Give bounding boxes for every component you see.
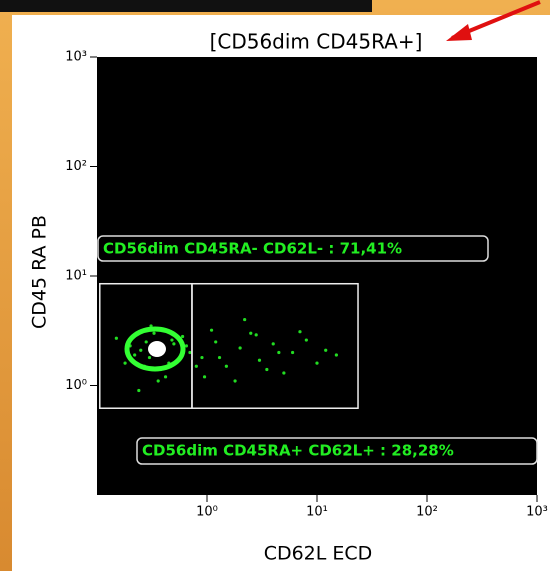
point	[224, 364, 228, 368]
x-tick-label: 10³	[526, 505, 548, 520]
point	[152, 331, 156, 335]
point	[334, 353, 338, 357]
chart-title: [CD56dim CD45RA+]	[210, 30, 423, 54]
point	[277, 350, 281, 355]
y-tick-label: 10²	[65, 159, 87, 174]
point	[298, 330, 302, 334]
point	[144, 340, 148, 344]
x-tick-label: 10⁰	[196, 505, 218, 520]
point	[315, 361, 319, 365]
point	[324, 348, 328, 352]
point	[156, 379, 160, 383]
contour	[124, 326, 186, 372]
plot-layer: 10⁰ 10¹ 10² 10³ 10⁰ 10¹ 10² 10³	[65, 50, 548, 520]
y-axis-label: CD45 RA PB	[29, 215, 51, 329]
x-axis-label: CD62L ECD	[264, 543, 373, 565]
point	[133, 353, 137, 357]
point	[304, 338, 308, 342]
y-tick-label: 10¹	[65, 269, 87, 284]
point	[217, 355, 222, 360]
point	[249, 331, 253, 335]
contour-core	[148, 341, 166, 357]
point	[282, 371, 286, 375]
point	[172, 342, 176, 346]
point	[147, 355, 152, 360]
point	[238, 346, 242, 350]
gate-label: CD56dim CD45RA- CD62L- : 71,41%	[103, 240, 402, 258]
point	[188, 350, 192, 355]
point	[254, 333, 258, 337]
gate	[191, 282, 359, 409]
plot-area	[97, 57, 537, 495]
gate-label-box	[136, 437, 538, 465]
point	[170, 338, 174, 342]
point	[271, 342, 275, 346]
point	[139, 348, 143, 352]
y-tick-label: 10⁰	[65, 378, 87, 393]
point	[137, 388, 141, 393]
arrow-head	[446, 24, 472, 41]
point	[200, 355, 204, 360]
point	[163, 375, 168, 379]
point	[265, 367, 269, 372]
point	[290, 350, 295, 355]
point	[243, 317, 247, 322]
x-tick-label: 10²	[416, 505, 438, 520]
point	[114, 336, 118, 340]
point	[257, 358, 262, 362]
x-tick-label: 10¹	[306, 505, 328, 520]
point	[214, 340, 218, 344]
gate-label-box	[97, 235, 489, 262]
y-tick-label: 10³	[65, 50, 87, 65]
point	[202, 375, 207, 379]
point	[123, 361, 127, 365]
point	[233, 379, 237, 383]
point	[184, 344, 189, 348]
point	[194, 364, 198, 368]
top-bar	[0, 0, 372, 12]
point	[209, 328, 214, 332]
gate-label: CD56dim CD45RA+ CD62L+ : 28,28%	[142, 442, 454, 460]
point	[180, 334, 185, 339]
